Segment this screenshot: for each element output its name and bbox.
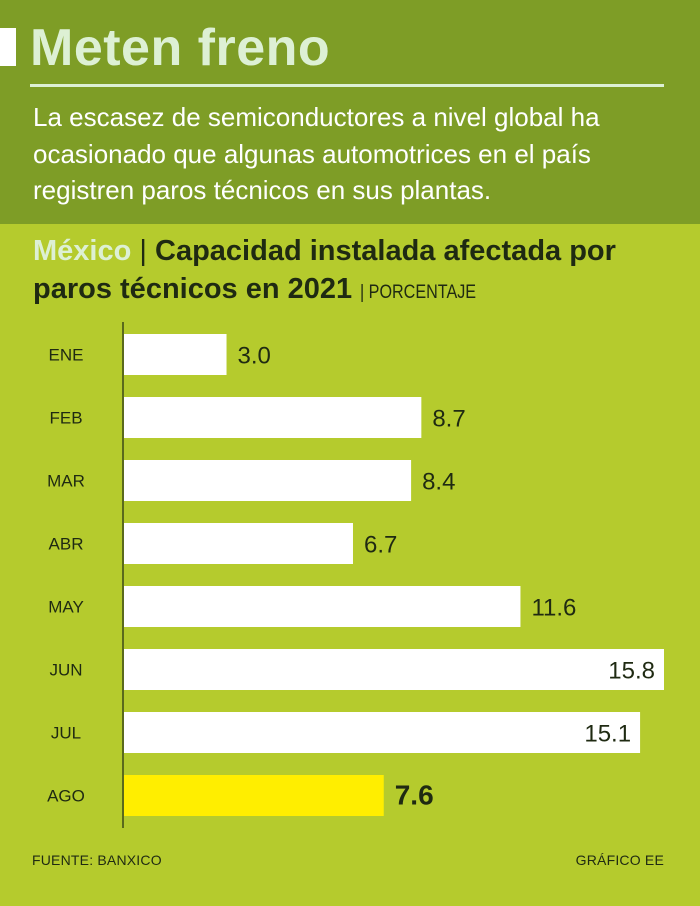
source-note: FUENTE: BANXICO [32, 852, 162, 868]
value-label-jul: 15.1 [584, 721, 631, 748]
value-label-jun: 15.8 [608, 658, 655, 685]
intro-text: La escasez de semiconductores a nivel gl… [33, 102, 600, 205]
category-label-abr: ABR [49, 535, 84, 554]
value-label-mar: 8.4 [422, 469, 455, 496]
bar-may [124, 586, 521, 627]
value-label-ene: 3.0 [238, 343, 271, 370]
value-label-abr: 6.7 [364, 532, 397, 559]
bar-jul [124, 712, 641, 753]
title-marker [0, 28, 16, 66]
category-label-feb: FEB [49, 409, 82, 428]
value-label-feb: 8.7 [432, 406, 465, 433]
bar-ago [124, 775, 384, 816]
bar-abr [124, 523, 353, 564]
bar-mar [124, 460, 412, 501]
category-label-ago: AGO [47, 787, 85, 806]
title-divider [30, 84, 664, 87]
chart-unit: | PORCENTAJE [360, 282, 477, 303]
chart-title: Capacidad instalada afectada por paros t… [33, 235, 616, 305]
header-panel: Meten freno La escasez de semiconductore… [0, 0, 700, 224]
chart-country: México [33, 235, 132, 267]
bar-jun [124, 649, 664, 690]
bar-ene [124, 334, 227, 375]
bar-feb [124, 397, 422, 438]
category-label-may: MAY [48, 598, 84, 617]
page-title: Meten freno [30, 19, 331, 77]
category-label-mar: MAR [47, 472, 85, 491]
chart-heading-separator: | [139, 235, 147, 267]
category-label-jul: JUL [51, 724, 81, 743]
category-label-ene: ENE [49, 346, 84, 365]
chart-heading: México | Capacidad instalada afectada po… [33, 232, 683, 312]
graphic-credit: GRÁFICO EE [575, 852, 664, 868]
category-label-jun: JUN [49, 661, 82, 680]
value-label-ago: 7.6 [395, 780, 434, 811]
value-label-may: 11.6 [531, 595, 576, 622]
